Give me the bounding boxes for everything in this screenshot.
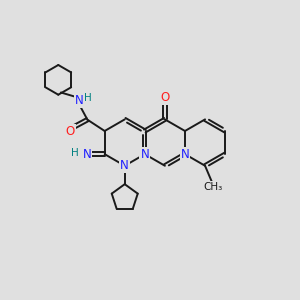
Text: N: N [181, 148, 189, 161]
Text: N: N [140, 148, 149, 161]
Text: O: O [160, 92, 170, 104]
Text: O: O [66, 125, 75, 138]
Text: N: N [75, 94, 84, 106]
Text: H: H [71, 148, 79, 158]
Text: N: N [82, 148, 91, 161]
Text: CH₃: CH₃ [204, 182, 223, 192]
Text: N: N [120, 159, 129, 172]
Text: H: H [83, 93, 91, 103]
